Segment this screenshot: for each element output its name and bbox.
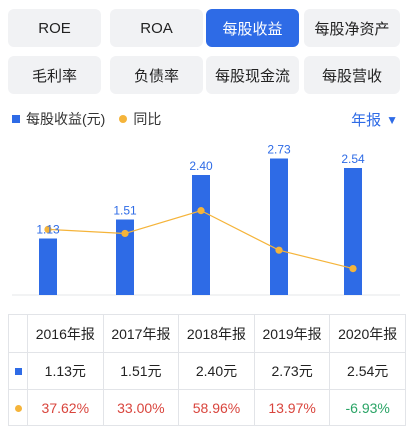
table-row-yoy: 37.62% 33.00% 58.96% 13.97% -6.93% bbox=[9, 389, 405, 426]
tab-bvps[interactable]: 每股净资产 bbox=[304, 9, 400, 47]
yoy-cell: 37.62% bbox=[27, 390, 103, 426]
tab-gross-margin[interactable]: 毛利率 bbox=[8, 56, 101, 94]
eps-bar bbox=[39, 238, 57, 295]
eps-cell: 2.73元 bbox=[253, 353, 330, 389]
bar-legend-label: 每股收益(元) bbox=[26, 111, 106, 127]
bar-value-label: 2.54 bbox=[341, 152, 365, 166]
tab-eps[interactable]: 每股收益 bbox=[206, 9, 299, 47]
eps-row-marker bbox=[9, 353, 27, 389]
line-legend-label: 同比 bbox=[133, 111, 162, 127]
yoy-point bbox=[44, 225, 52, 233]
eps-bar bbox=[270, 158, 288, 295]
chart-legend: 每股收益(元) 同比 bbox=[12, 110, 161, 128]
bar-value-label: 2.40 bbox=[189, 159, 213, 173]
yoy-cell: 58.96% bbox=[178, 390, 254, 426]
yoy-cell: -6.93% bbox=[329, 390, 405, 426]
yoy-cell: 13.97% bbox=[253, 390, 330, 426]
table-row-eps: 1.13元 1.51元 2.40元 2.73元 2.54元 bbox=[9, 352, 405, 389]
table-header-cell: 2020年报 bbox=[329, 315, 405, 352]
table-header-cell: 2018年报 bbox=[178, 315, 254, 352]
dot-marker-icon bbox=[14, 404, 22, 412]
tab-roa[interactable]: ROA bbox=[110, 9, 203, 47]
eps-bar bbox=[116, 219, 134, 295]
table-header-cell: 2017年报 bbox=[102, 315, 179, 352]
table-header-cell: 2019年报 bbox=[253, 315, 330, 352]
bar-value-label: 1.13 bbox=[36, 223, 60, 237]
period-selector-label: 年报 bbox=[351, 112, 382, 129]
bar-legend-swatch bbox=[12, 115, 20, 123]
data-table: 2016年报 2017年报 2018年报 2019年报 2020年报 1.13元… bbox=[8, 314, 406, 426]
period-selector[interactable]: 年报 ▼ bbox=[351, 109, 398, 130]
yoy-row-marker bbox=[9, 390, 27, 426]
eps-bar bbox=[344, 168, 362, 295]
yoy-point bbox=[275, 246, 283, 254]
yoy-cell: 33.00% bbox=[102, 390, 179, 426]
bar-value-label: 1.51 bbox=[113, 204, 137, 218]
yoy-point bbox=[197, 207, 205, 215]
tab-revenue-per-share[interactable]: 每股营收 bbox=[304, 56, 400, 94]
yoy-point bbox=[349, 264, 357, 273]
yoy-point bbox=[121, 229, 129, 238]
eps-chart: 1.13 1.51 2.40 2.73 2.54 bbox=[12, 143, 400, 296]
table-header-cell: 2016年报 bbox=[27, 315, 103, 352]
line-legend-swatch bbox=[119, 115, 128, 123]
eps-cell: 2.54元 bbox=[329, 353, 405, 389]
tab-roe[interactable]: ROE bbox=[8, 9, 101, 47]
eps-bar bbox=[192, 175, 210, 295]
tab-cashflow-per-share[interactable]: 每股现金流 bbox=[206, 56, 299, 94]
bar-value-label: 2.73 bbox=[267, 143, 291, 157]
table-corner-cell bbox=[9, 315, 27, 352]
eps-cell: 2.40元 bbox=[178, 353, 254, 389]
table-header-row: 2016年报 2017年报 2018年报 2019年报 2020年报 bbox=[9, 315, 405, 352]
eps-cell: 1.13元 bbox=[27, 353, 103, 389]
chevron-down-icon: ▼ bbox=[386, 112, 398, 127]
tab-debt-ratio[interactable]: 负债率 bbox=[110, 56, 203, 94]
bar-marker-icon bbox=[14, 367, 22, 375]
eps-cell: 1.51元 bbox=[102, 353, 179, 389]
